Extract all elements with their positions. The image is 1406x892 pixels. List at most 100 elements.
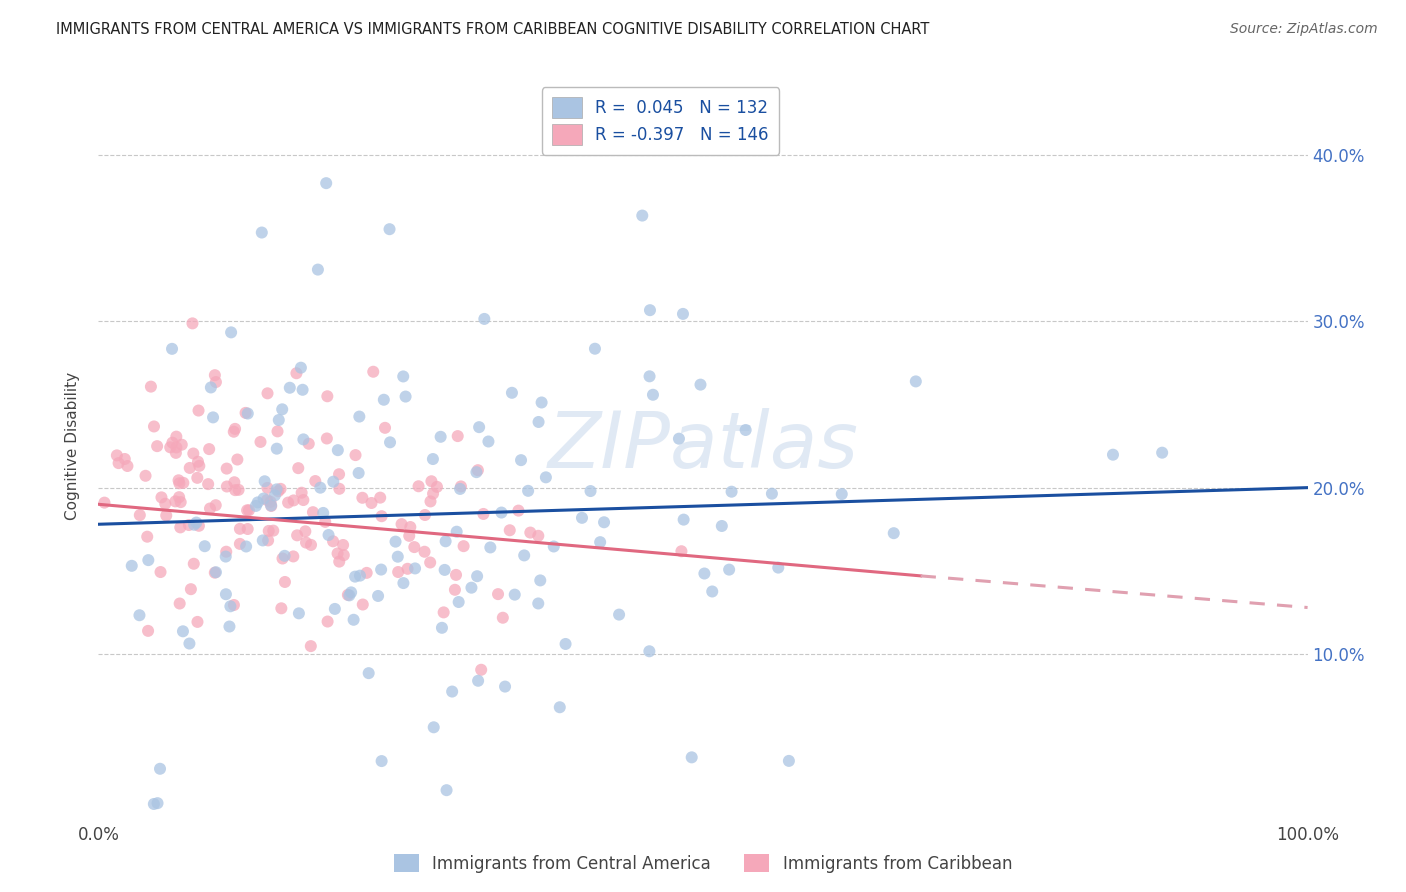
Point (477, 434, 499, 449)
Point (170, 495, 193, 509)
Point (226, 452, 249, 467)
Point (170, 438, 193, 452)
Point (245, 499, 267, 513)
Point (349, 409, 371, 424)
Point (671, 544, 693, 558)
Point (165, 429, 187, 443)
Point (387, 549, 409, 564)
Point (486, 587, 509, 601)
Point (527, 529, 550, 543)
Point (638, 369, 661, 384)
Point (236, 503, 259, 517)
Point (323, 602, 346, 616)
Point (188, 458, 211, 473)
Point (181, 317, 204, 331)
Point (436, 783, 458, 797)
Point (404, 561, 426, 575)
Point (121, 558, 143, 573)
Point (204, 368, 226, 383)
Point (672, 513, 695, 527)
Point (194, 539, 217, 553)
Point (710, 519, 733, 533)
Point (187, 518, 209, 533)
Point (419, 494, 441, 508)
Point (326, 546, 349, 560)
Point (554, 637, 576, 651)
Point (689, 377, 711, 392)
Point (470, 663, 492, 677)
Point (274, 574, 297, 589)
Point (304, 474, 326, 488)
Point (408, 479, 430, 493)
Point (404, 540, 426, 554)
Point (224, 475, 246, 490)
Point (352, 491, 374, 505)
Point (356, 566, 378, 580)
Point (370, 563, 392, 577)
Point (186, 615, 208, 629)
Point (352, 598, 374, 612)
Point (187, 455, 209, 469)
Point (218, 619, 240, 633)
Point (298, 436, 321, 450)
Point (607, 607, 630, 622)
Point (1152, 445, 1174, 459)
Point (328, 467, 350, 482)
Point (117, 458, 139, 473)
Point (315, 176, 337, 190)
Point (593, 516, 616, 530)
Point (290, 360, 312, 375)
Point (378, 435, 401, 450)
Point (267, 413, 290, 427)
Point (186, 471, 208, 485)
Point (370, 754, 392, 768)
Point (419, 556, 441, 570)
Point (172, 475, 194, 490)
Point (367, 589, 389, 603)
Point (292, 433, 315, 447)
Point (447, 429, 470, 443)
Point (444, 568, 467, 582)
Point (449, 482, 471, 496)
Point (93, 495, 115, 509)
Point (492, 611, 515, 625)
Point (399, 520, 422, 534)
Point (344, 448, 367, 462)
Point (146, 439, 169, 453)
Point (260, 499, 283, 513)
Point (322, 475, 344, 489)
Point (444, 582, 467, 597)
Point (1102, 448, 1125, 462)
Point (167, 490, 190, 504)
Point (312, 506, 335, 520)
Point (831, 487, 853, 501)
Point (333, 548, 356, 562)
Point (155, 497, 177, 511)
Point (181, 446, 204, 460)
Point (883, 526, 905, 541)
Point (508, 503, 530, 517)
Point (510, 453, 533, 467)
Point (422, 452, 444, 467)
Point (316, 615, 339, 629)
Point (197, 477, 219, 491)
Point (501, 385, 523, 400)
Point (252, 533, 274, 548)
Point (204, 498, 226, 512)
Point (693, 566, 716, 581)
Point (257, 524, 280, 538)
Point (165, 446, 187, 460)
Point (273, 549, 295, 563)
Point (205, 375, 228, 389)
Point (328, 555, 350, 569)
Point (287, 461, 309, 475)
Point (236, 407, 259, 421)
Point (429, 430, 451, 444)
Point (734, 423, 756, 437)
Point (165, 494, 187, 508)
Point (702, 584, 724, 599)
Point (467, 673, 489, 688)
Legend: Immigrants from Central America, Immigrants from Caribbean: Immigrants from Central America, Immigra… (387, 847, 1019, 880)
Text: Source: ZipAtlas.com: Source: ZipAtlas.com (1230, 22, 1378, 37)
Point (370, 509, 392, 524)
